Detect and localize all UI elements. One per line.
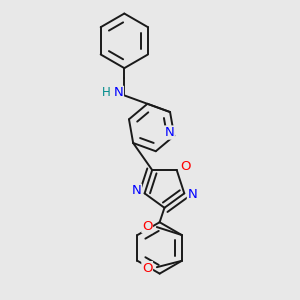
- Text: O: O: [142, 262, 152, 275]
- Text: O: O: [181, 160, 191, 173]
- Text: N: N: [188, 188, 197, 202]
- Text: N: N: [164, 126, 174, 139]
- Text: N: N: [114, 86, 123, 99]
- Text: O: O: [142, 220, 152, 232]
- Text: N: N: [132, 184, 141, 197]
- Text: H: H: [102, 86, 111, 99]
